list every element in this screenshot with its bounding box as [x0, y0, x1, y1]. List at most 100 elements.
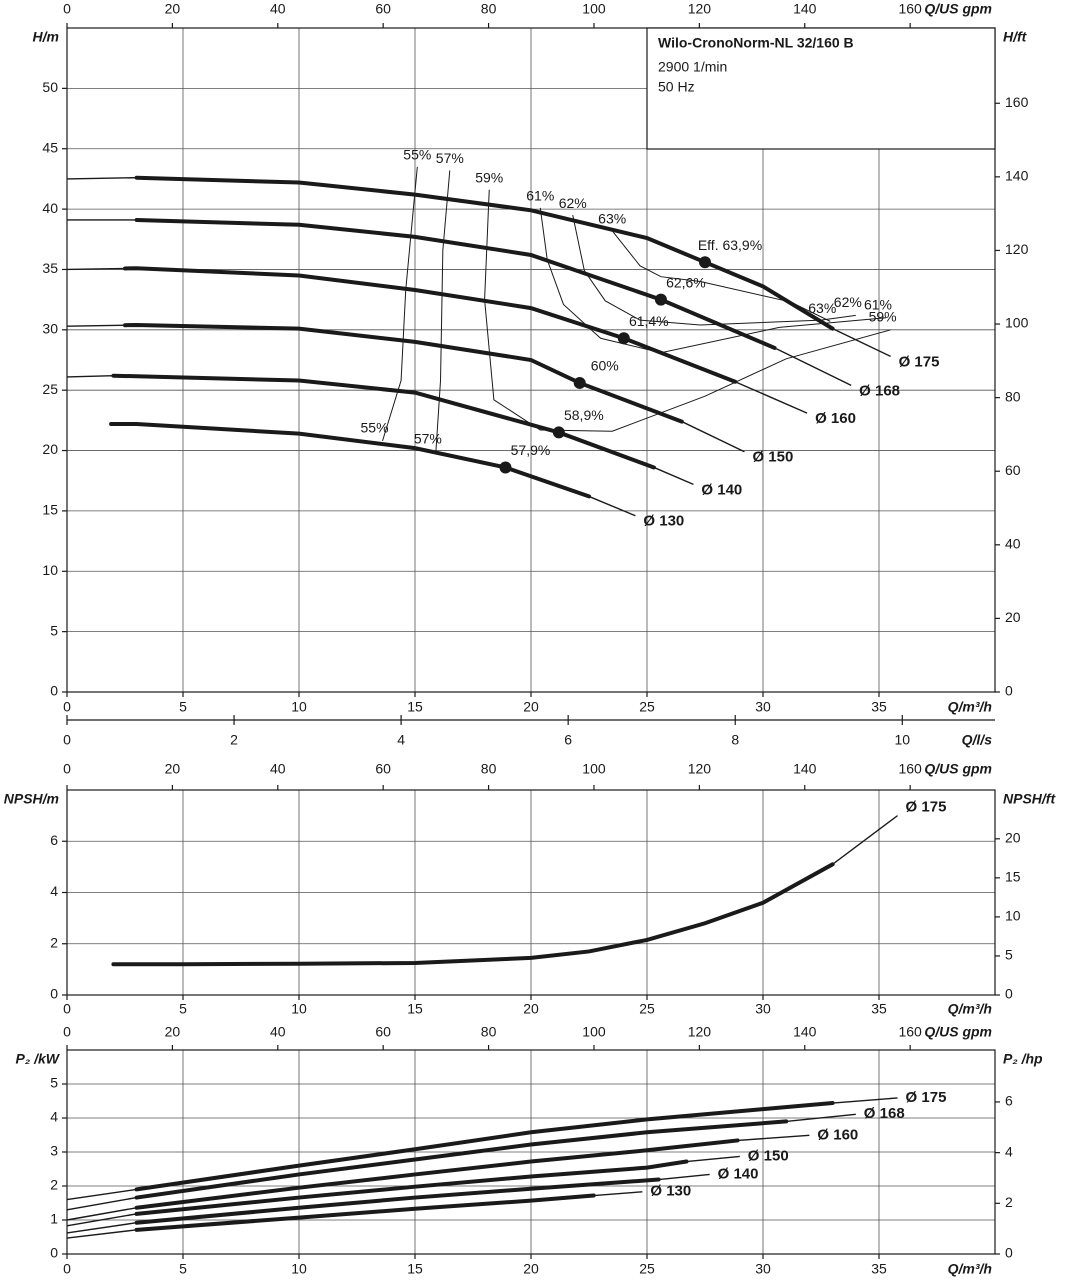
x2-tick-label: 160 [898, 1024, 922, 1040]
x2-tick-label: 60 [375, 1, 391, 17]
x-tick-label: 5 [179, 1261, 187, 1277]
y-tick-label: 0 [50, 683, 58, 699]
y-tick-label: 2 [50, 934, 58, 950]
y2-tick-label: 140 [1005, 168, 1029, 184]
contour-label: 63% [598, 211, 626, 227]
series-label: Ø 130 [643, 513, 684, 530]
x-tick-label: 25 [639, 1261, 655, 1277]
x-tick-label: 15 [407, 1001, 423, 1017]
x2-tick-label: 20 [165, 1, 181, 17]
x-tick-label: 10 [291, 1261, 307, 1277]
y-tick-label: 35 [42, 260, 58, 276]
contour-end-label: 57% [414, 430, 442, 446]
preferred-range [134, 1159, 689, 1216]
y2-tick-label: 20 [1005, 830, 1021, 846]
preferred-range [134, 1119, 789, 1200]
x-tick-label: 10 [291, 1001, 307, 1017]
contour-label: 55% [403, 147, 431, 163]
x-tick-label: 0 [63, 1261, 71, 1277]
efficiency-label: 57,9% [511, 442, 551, 458]
y2-tick-label: 15 [1005, 869, 1021, 885]
x2-tick-label: 160 [898, 1, 922, 17]
y2-axis-label: H/ft [1003, 29, 1028, 45]
x2-tick-label: 60 [375, 1024, 391, 1040]
series-label: Ø 130 [650, 1183, 691, 1200]
y2-tick-label: 20 [1005, 609, 1021, 625]
x2-tick-label: 140 [793, 1, 817, 17]
preferred-range [111, 862, 835, 967]
info-box [646, 27, 996, 150]
x2-tick-label: 160 [898, 761, 922, 777]
y2-tick-label: 100 [1005, 315, 1029, 331]
x2-tick-label: 20 [165, 1024, 181, 1040]
info-line: 2900 1/min [658, 59, 727, 75]
x3-tick-label: 0 [63, 732, 71, 748]
x2-tick-label: 120 [688, 1024, 712, 1040]
best-efficiency-point [552, 426, 565, 439]
preferred-range [134, 1193, 596, 1232]
efficiency-contour [539, 207, 887, 354]
x2-tick-label: 80 [481, 1, 497, 17]
y2-tick-label: 5 [1005, 947, 1013, 963]
y-tick-label: 5 [50, 1075, 58, 1091]
y2-axis-label: NPSH/ft [1003, 791, 1056, 807]
x3-tick-label: 2 [230, 732, 238, 748]
series-label: Ø 140 [718, 1165, 759, 1182]
x-tick-label: 20 [523, 1001, 539, 1017]
x2-tick-label: 0 [63, 761, 71, 777]
contour-label: 61% [526, 188, 554, 204]
y2-tick-label: 60 [1005, 462, 1021, 478]
best-efficiency-point [699, 256, 711, 269]
preferred-range [111, 373, 656, 470]
x3-tick-label: 8 [731, 732, 739, 748]
x3-axis-label: Q/l/s [962, 732, 993, 748]
x2-axis-label: Q/US gpm [924, 1, 992, 17]
x-tick-label: 30 [755, 699, 771, 715]
y2-tick-label: 6 [1005, 1093, 1013, 1109]
x2-tick-label: 40 [270, 1024, 286, 1040]
preferred-range [134, 1101, 835, 1192]
y2-tick-label: 0 [1005, 683, 1013, 699]
series-label: Ø 168 [859, 382, 900, 399]
x2-tick-label: 120 [688, 1, 712, 17]
contour-end-label: 62% [834, 294, 862, 310]
x2-tick-label: 140 [793, 761, 817, 777]
x-tick-label: 35 [871, 699, 887, 715]
series-label: Ø 175 [906, 1089, 947, 1106]
x2-tick-label: 120 [688, 761, 712, 777]
info-title: Wilo-CronoNorm-NL 32/160 B [658, 35, 854, 51]
efficiency-contour [382, 166, 418, 442]
contour-end-label: 61% [864, 296, 892, 312]
contour-end-label: 55% [361, 420, 389, 436]
y-tick-label: 15 [42, 502, 58, 518]
x-tick-label: 20 [523, 1261, 539, 1277]
x-tick-label: 30 [755, 1001, 771, 1017]
y-tick-label: 30 [42, 321, 58, 337]
x-tick-label: 25 [639, 1001, 655, 1017]
y-tick-label: 3 [50, 1143, 58, 1159]
y-axis-label: H/m [33, 29, 59, 45]
y-tick-label: 50 [42, 79, 58, 95]
x-axis-label: Q/m³/h [948, 1261, 992, 1277]
x2-axis-label: Q/US gpm [924, 761, 992, 777]
y-tick-label: 0 [50, 1245, 58, 1261]
y2-tick-label: 0 [1005, 986, 1013, 1002]
y2-tick-label: 80 [1005, 388, 1021, 404]
x-tick-label: 20 [523, 699, 539, 715]
series-label: Ø 150 [752, 449, 793, 466]
preferred-range [134, 1138, 740, 1210]
y-tick-label: 6 [50, 832, 58, 848]
y-tick-label: 10 [42, 562, 58, 578]
x-tick-label: 10 [291, 699, 307, 715]
x2-tick-label: 0 [63, 1, 71, 17]
x-tick-label: 35 [871, 1001, 887, 1017]
efficiency-label: Eff. 63,9% [698, 237, 762, 253]
series-label: Ø 160 [817, 1126, 858, 1143]
y2-tick-label: 4 [1005, 1143, 1013, 1159]
y2-tick-label: 0 [1005, 1245, 1013, 1261]
efficiency-contour [435, 170, 451, 452]
contour-label: 57% [436, 150, 464, 166]
contour-label: 62% [559, 195, 587, 211]
best-efficiency-point [499, 461, 512, 474]
